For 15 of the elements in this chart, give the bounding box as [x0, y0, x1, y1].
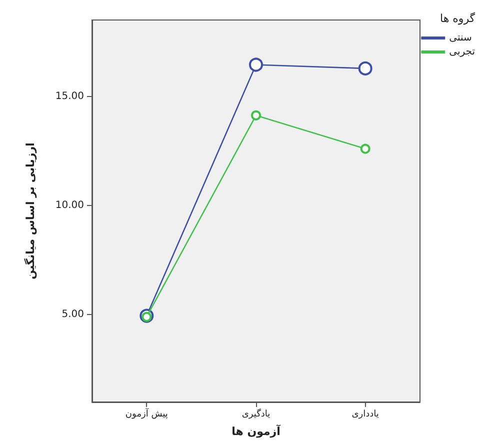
point — [251, 110, 261, 120]
x-tick-label: یادگیری — [242, 408, 271, 420]
x-tick-label: پیش آزمون — [125, 408, 168, 420]
legend-title: گروه ها — [440, 12, 476, 25]
point — [360, 144, 370, 154]
point — [249, 58, 263, 72]
legend-label: تجربی — [449, 46, 476, 58]
legend-label: سنتی — [449, 32, 472, 44]
y-tick-label: 15.00 — [55, 90, 84, 102]
x-tick-label: یادداری — [352, 410, 380, 420]
y-tick-label: 5.00 — [62, 309, 84, 320]
y-axis-title: ارزیابی بر اساس میانگین — [24, 142, 37, 280]
point — [358, 61, 372, 76]
y-tick-label: 10.00 — [55, 200, 84, 212]
x-axis-title: آزمون ها — [232, 424, 281, 438]
